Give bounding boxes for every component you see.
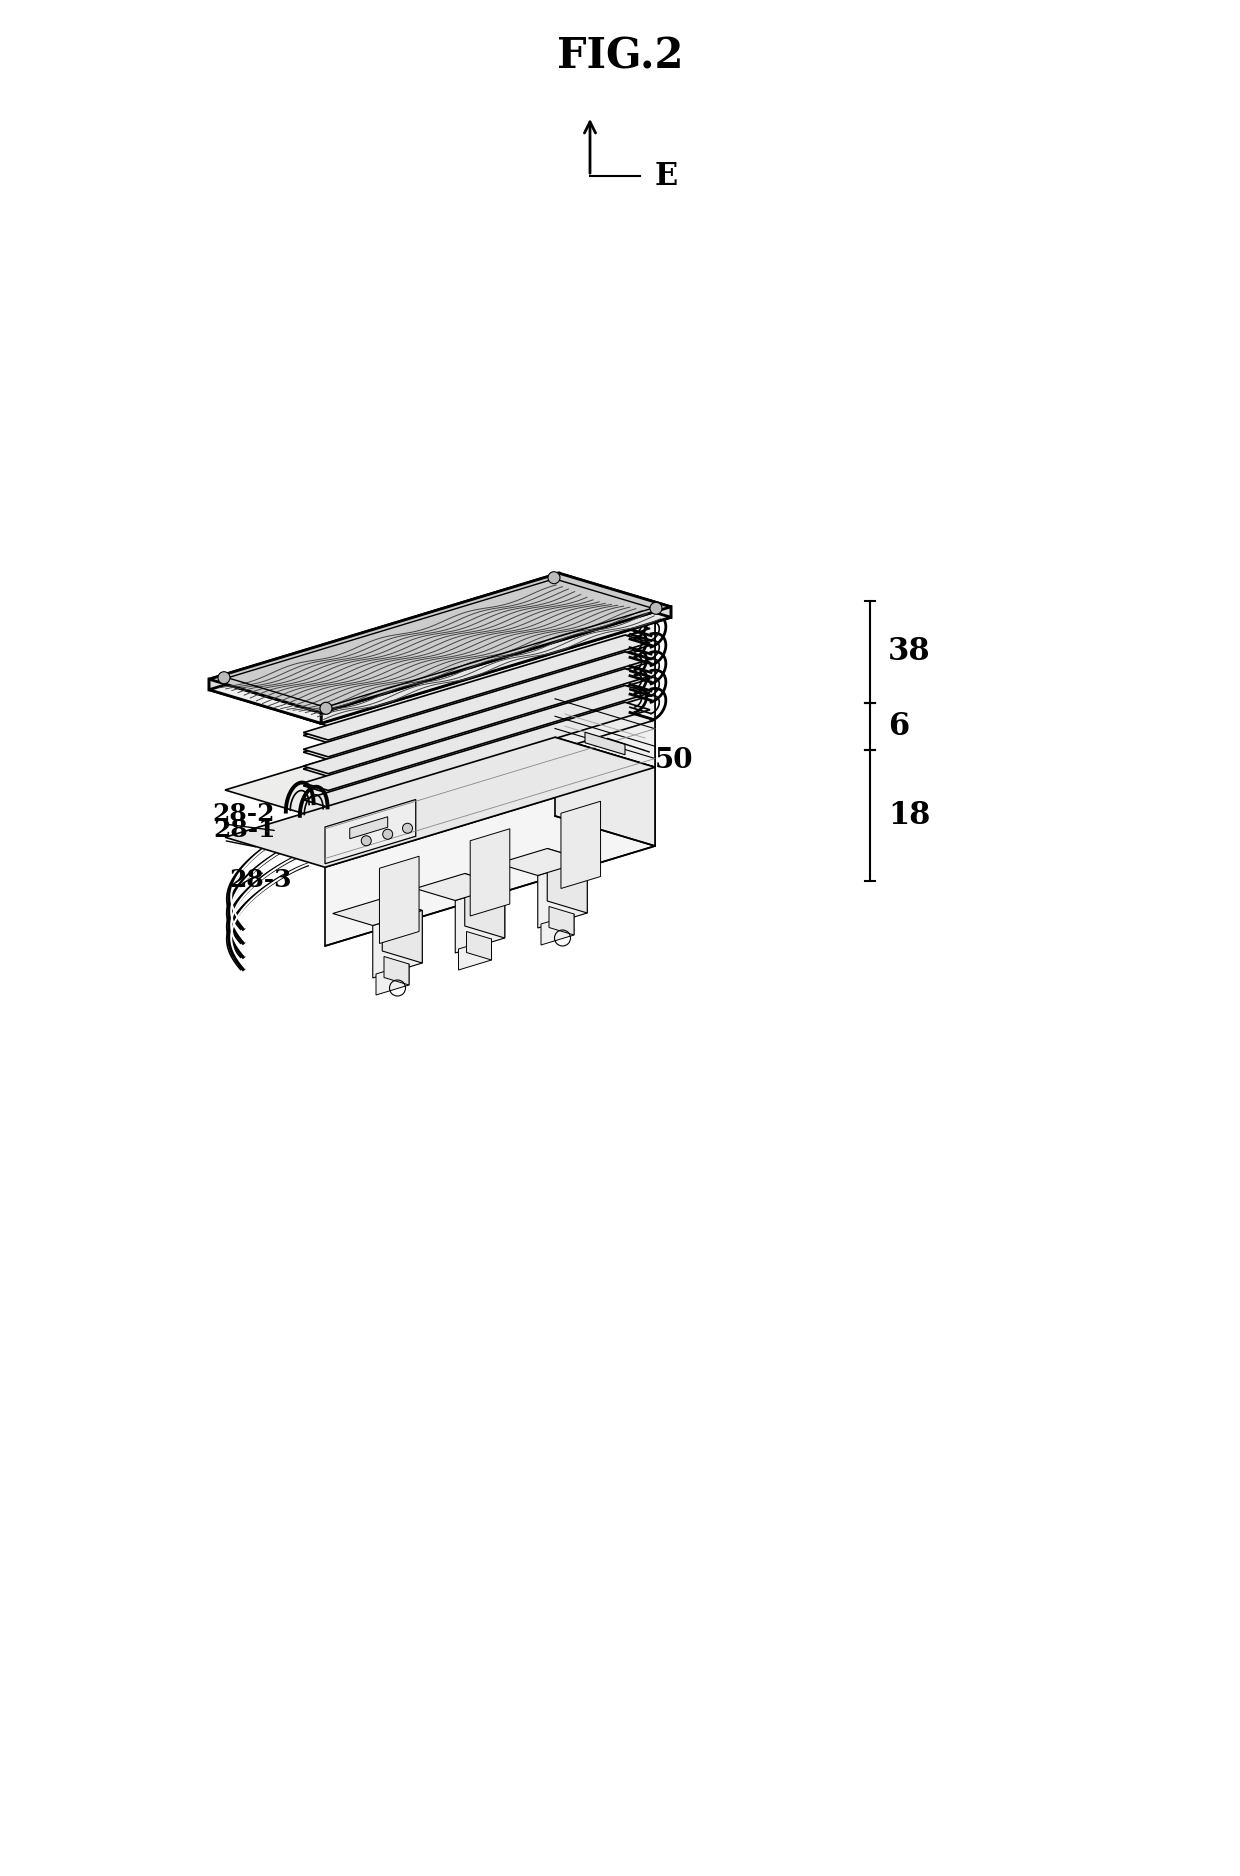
Polygon shape bbox=[541, 914, 574, 946]
Polygon shape bbox=[549, 906, 574, 934]
Polygon shape bbox=[304, 651, 650, 756]
Polygon shape bbox=[304, 668, 650, 773]
Polygon shape bbox=[376, 964, 409, 994]
Text: 50: 50 bbox=[608, 739, 693, 773]
Polygon shape bbox=[304, 672, 650, 777]
Text: E: E bbox=[655, 161, 678, 191]
Polygon shape bbox=[465, 874, 505, 938]
Polygon shape bbox=[321, 606, 671, 724]
Polygon shape bbox=[556, 737, 655, 846]
Polygon shape bbox=[210, 679, 321, 724]
Polygon shape bbox=[304, 655, 650, 760]
Circle shape bbox=[361, 835, 371, 846]
Polygon shape bbox=[304, 638, 650, 743]
Polygon shape bbox=[325, 799, 415, 863]
Polygon shape bbox=[224, 737, 655, 867]
Polygon shape bbox=[304, 685, 650, 790]
Polygon shape bbox=[325, 720, 655, 867]
Text: 18: 18 bbox=[888, 799, 930, 831]
Polygon shape bbox=[559, 574, 671, 617]
Polygon shape bbox=[373, 910, 423, 977]
Polygon shape bbox=[585, 732, 625, 754]
Polygon shape bbox=[459, 940, 491, 970]
Polygon shape bbox=[415, 874, 505, 900]
Polygon shape bbox=[304, 636, 650, 739]
Circle shape bbox=[548, 572, 560, 583]
Polygon shape bbox=[455, 885, 505, 953]
Text: 6: 6 bbox=[888, 711, 909, 741]
Polygon shape bbox=[332, 899, 423, 925]
Polygon shape bbox=[210, 574, 559, 690]
Polygon shape bbox=[325, 619, 655, 820]
Circle shape bbox=[320, 702, 332, 715]
Polygon shape bbox=[210, 574, 671, 713]
Polygon shape bbox=[466, 932, 491, 961]
Circle shape bbox=[650, 602, 662, 613]
Polygon shape bbox=[379, 855, 419, 944]
Polygon shape bbox=[470, 829, 510, 915]
Text: 28-1: 28-1 bbox=[213, 818, 277, 842]
Polygon shape bbox=[556, 690, 655, 767]
Polygon shape bbox=[304, 702, 650, 807]
Text: 28-2: 28-2 bbox=[212, 801, 274, 825]
Polygon shape bbox=[210, 583, 671, 724]
Circle shape bbox=[403, 824, 413, 833]
Polygon shape bbox=[382, 899, 423, 962]
Polygon shape bbox=[304, 688, 650, 794]
Polygon shape bbox=[497, 848, 588, 876]
Polygon shape bbox=[224, 690, 655, 820]
Circle shape bbox=[218, 672, 229, 683]
Text: 28-3: 28-3 bbox=[229, 869, 293, 891]
Polygon shape bbox=[547, 848, 588, 914]
Polygon shape bbox=[384, 957, 409, 985]
Polygon shape bbox=[304, 621, 650, 726]
Polygon shape bbox=[560, 801, 600, 889]
Polygon shape bbox=[325, 767, 655, 946]
Polygon shape bbox=[556, 589, 655, 720]
Polygon shape bbox=[350, 816, 388, 839]
Text: 38: 38 bbox=[888, 636, 931, 668]
Circle shape bbox=[383, 829, 393, 839]
Text: FIG.2: FIG.2 bbox=[557, 36, 683, 77]
Polygon shape bbox=[538, 861, 588, 929]
